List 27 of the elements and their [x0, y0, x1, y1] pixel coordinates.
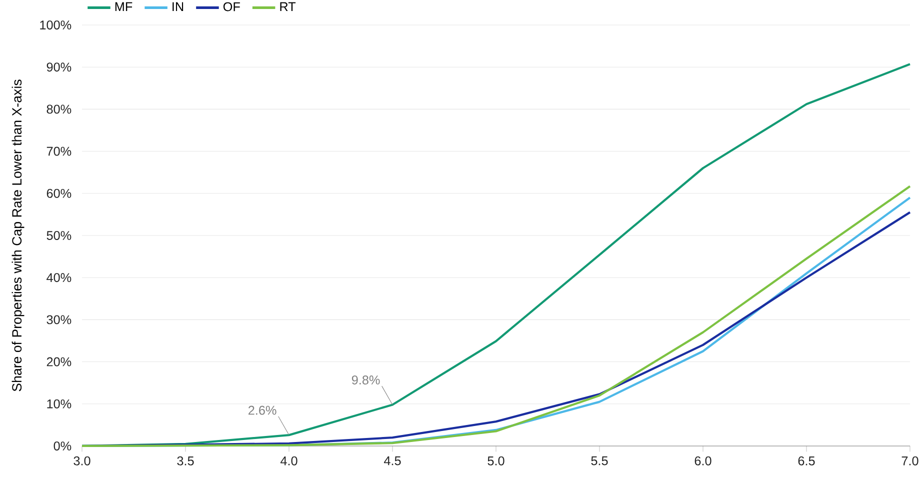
x-tick-label: 5.5: [591, 456, 608, 466]
y-tick-label: 60%: [46, 188, 72, 198]
x-tick-label: 6.5: [798, 456, 815, 466]
y-tick-label: 100%: [40, 20, 72, 30]
legend-label: IN: [172, 2, 184, 12]
annotation: 9.8%: [352, 375, 380, 384]
x-tick-label: 4.0: [280, 456, 298, 466]
y-tick-label: 0%: [54, 442, 72, 450]
legend-label: MF: [115, 2, 132, 12]
y-tick-label: 90%: [46, 62, 72, 72]
y-tick-label: 30%: [46, 315, 72, 324]
y-tick-label: 10%: [47, 399, 72, 408]
legend-label: OF: [223, 2, 240, 12]
x-tick-label: 3.0: [74, 456, 90, 466]
y-tick-label: 70%: [46, 146, 72, 156]
y-tick-label: 20%: [46, 357, 72, 366]
y-tick-label: 40%: [46, 273, 72, 282]
y-tick-label: 50%: [46, 231, 72, 240]
x-tick-label: 7.0: [902, 456, 918, 466]
y-tick-label: 80%: [46, 104, 72, 114]
x-tick-label: 3.5: [177, 456, 194, 466]
annotation: 2.6%: [248, 406, 276, 415]
legend-label: RT: [280, 2, 296, 12]
x-tick-label: 6.0: [694, 456, 712, 466]
y-axis-title: Share of Properties with Cap Rate Lower than X-axis: [12, 80, 24, 392]
x-tick-label: 4.5: [384, 456, 401, 466]
x-tick-label: 5.0: [488, 456, 504, 466]
